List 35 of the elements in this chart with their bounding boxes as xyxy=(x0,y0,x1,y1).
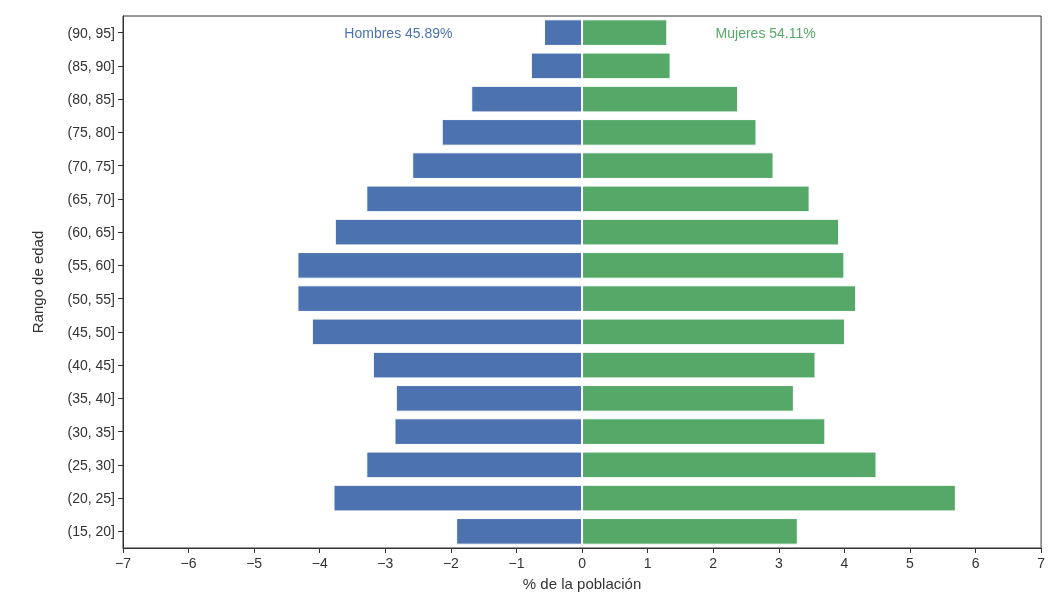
y-tick-label: (15, 20] xyxy=(67,523,115,540)
x-tick-label: −5 xyxy=(246,555,263,571)
y-tick-label: (55, 60] xyxy=(67,257,115,274)
y-tick-label: (30, 35] xyxy=(67,423,115,440)
text: Mujeres 54.11% xyxy=(715,24,816,41)
x-tick-label: 2 xyxy=(709,555,718,571)
y-tick-label: (90, 95] xyxy=(67,24,115,41)
x-tick-label: 1 xyxy=(643,555,652,571)
x-tick-label: 7 xyxy=(1037,555,1046,571)
y-tick-label: (65, 70] xyxy=(67,190,115,207)
x-tick-label: 6 xyxy=(971,555,980,571)
x-tick-label: −4 xyxy=(311,555,328,571)
x-tick-label: −1 xyxy=(508,555,525,571)
x-tick-label: 3 xyxy=(774,555,783,571)
y-tick-label: (20, 25] xyxy=(67,490,115,507)
x-axis-title: % de la población xyxy=(522,575,642,592)
y-tick-label: (60, 65] xyxy=(67,224,115,241)
y-tick-label: (80, 85] xyxy=(67,91,115,108)
x-tick-label: −7 xyxy=(115,555,132,571)
x-tick-label: −3 xyxy=(377,555,394,571)
y-axis-title: Rango de edad xyxy=(29,230,46,334)
x-tick-label: 5 xyxy=(906,555,915,571)
x-tick-label: −2 xyxy=(442,555,460,571)
y-tick-label: (45, 50] xyxy=(67,323,115,340)
x-tick-label: 0 xyxy=(578,555,587,571)
y-tick-label: (25, 30] xyxy=(67,456,115,473)
text: Hombres 45.89% xyxy=(344,24,453,41)
y-tick-label: (50, 55] xyxy=(67,290,115,307)
y-tick-label: (70, 75] xyxy=(67,157,115,174)
y-tick-label: (75, 80] xyxy=(67,124,115,141)
x-tick-label: −6 xyxy=(180,555,197,571)
y-tick-label: (35, 40] xyxy=(67,390,115,407)
y-tick-label: (85, 90] xyxy=(67,57,115,74)
y-tick-label: (40, 45] xyxy=(67,357,115,374)
x-tick-label: 4 xyxy=(840,555,849,571)
